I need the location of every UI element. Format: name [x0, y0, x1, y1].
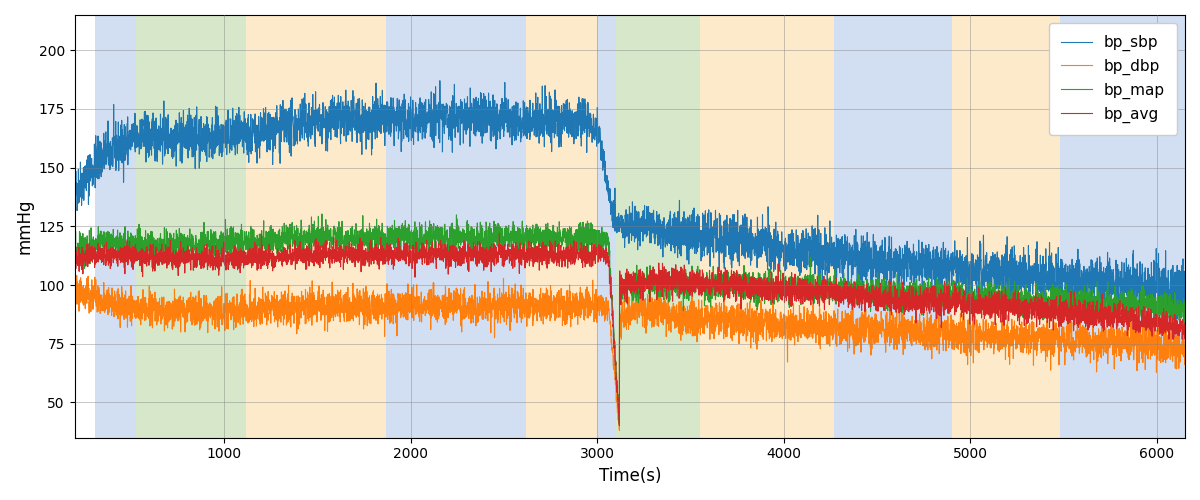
Bar [527, 15, 598, 438]
bp_avg [912, 292, 926, 298]
bp_sbp [67, 182, 82, 188]
bp_avg [983, 298, 997, 304]
Y-axis label: mmHg: mmHg [16, 198, 34, 254]
bp_dbp [912, 340, 926, 346]
bp_dbp [150, 319, 164, 325]
bp_map [707, 276, 721, 282]
bp_dbp [1070, 336, 1085, 342]
bp_avg [804, 292, 818, 298]
bp_dbp [983, 340, 997, 346]
bp_dbp [707, 315, 721, 321]
bp_avg [1070, 322, 1085, 328]
X-axis label: Time(s): Time(s) [599, 467, 661, 485]
bp_avg [150, 254, 164, 260]
bp_dbp [70, 272, 84, 278]
Bar [616, 15, 700, 438]
bp_avg [707, 281, 721, 287]
Bar [137, 15, 246, 438]
Line: bp_map: bp_map [74, 214, 1184, 422]
bp_avg [492, 230, 506, 236]
bp_dbp [804, 314, 818, 320]
bp_sbp [707, 229, 721, 235]
bp_map [804, 273, 818, 279]
Bar [952, 15, 1060, 438]
Bar [95, 15, 137, 438]
Bar [246, 15, 386, 438]
bp_sbp [1070, 268, 1085, 274]
bp_map [150, 244, 164, 250]
bp_sbp [1177, 300, 1192, 306]
bp_map [67, 242, 82, 248]
bp_map [912, 284, 926, 290]
bp_dbp [67, 288, 82, 294]
bp_sbp [983, 273, 997, 279]
bp_sbp [804, 264, 818, 270]
bp_sbp [150, 134, 164, 140]
bp_dbp [1177, 336, 1192, 342]
Bar [386, 15, 527, 438]
bp_sbp [433, 78, 448, 84]
Line: bp_avg: bp_avg [74, 234, 1184, 426]
bp_sbp [1170, 316, 1184, 322]
bp_avg [612, 423, 626, 429]
bp_sbp [912, 248, 926, 254]
bp_map [1070, 294, 1085, 300]
Legend: bp_sbp, bp_dbp, bp_map, bp_avg: bp_sbp, bp_dbp, bp_map, bp_avg [1049, 22, 1177, 135]
bp_avg [1177, 324, 1192, 330]
bp_avg [67, 258, 82, 264]
bp_map [983, 292, 997, 298]
Bar [1060, 15, 1186, 438]
bp_map [1177, 316, 1192, 322]
bp_dbp [612, 428, 626, 434]
Bar [598, 15, 616, 438]
bp_map [612, 419, 626, 425]
Line: bp_sbp: bp_sbp [74, 80, 1184, 319]
Bar [700, 15, 834, 438]
Line: bp_dbp: bp_dbp [74, 276, 1184, 430]
Bar [834, 15, 952, 438]
bp_map [314, 211, 329, 217]
